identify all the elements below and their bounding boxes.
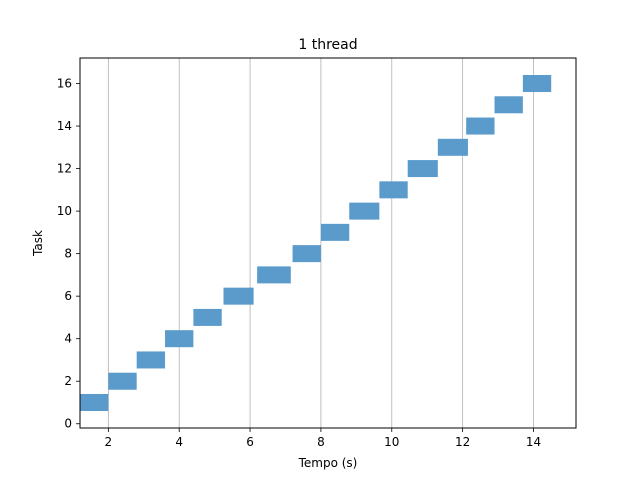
y-axis-label: Task	[31, 230, 45, 257]
x-tick-label-8: 8	[317, 435, 325, 449]
y-tick-label-8: 8	[64, 247, 72, 261]
x-tick-label-4: 4	[175, 435, 183, 449]
y-tick-label-10: 10	[57, 204, 72, 218]
task-bar-6	[223, 287, 254, 305]
task-bar-11	[379, 181, 408, 199]
task-bar-5	[193, 308, 222, 326]
x-gridlines	[107, 58, 534, 428]
task-bar-12	[407, 160, 438, 178]
x-tick-label-2: 2	[105, 435, 113, 449]
task-bar-13	[437, 138, 468, 156]
task-bars	[80, 75, 552, 411]
task-bar-2	[108, 372, 137, 390]
x-axis-label: Tempo (s)	[298, 456, 358, 470]
task-bar-3	[136, 351, 166, 369]
y-tick-label-2: 2	[64, 374, 72, 388]
y-tick-label-14: 14	[57, 119, 72, 133]
task-bar-10	[349, 202, 380, 220]
y-tick-label-6: 6	[64, 289, 72, 303]
x-tick-label-12: 12	[455, 435, 470, 449]
x-tick-label-6: 6	[246, 435, 254, 449]
task-bar-4	[165, 330, 194, 348]
task-bar-15	[494, 96, 523, 114]
y-tick-label-12: 12	[57, 162, 72, 176]
x-tick-label-14: 14	[526, 435, 541, 449]
plot-area-frame	[79, 57, 577, 429]
task-bar-8	[292, 245, 321, 263]
x-tick-label-10: 10	[384, 435, 399, 449]
task-bar-16	[522, 75, 552, 93]
task-bar-9	[320, 223, 350, 241]
chart-title: 1 thread	[298, 37, 357, 53]
y-tick-label-16: 16	[57, 77, 72, 91]
y-tick-label-4: 4	[64, 332, 72, 346]
x-axis-ticks: 2 4 6 8 10 12 14	[105, 428, 541, 449]
task-bar-7	[257, 266, 291, 284]
y-tick-label-0: 0	[64, 417, 72, 431]
task-bar-14	[466, 117, 495, 135]
task-bar-1	[80, 393, 109, 411]
y-axis-ticks: 0 2 4 6 8 10 12 14 16	[57, 77, 80, 431]
